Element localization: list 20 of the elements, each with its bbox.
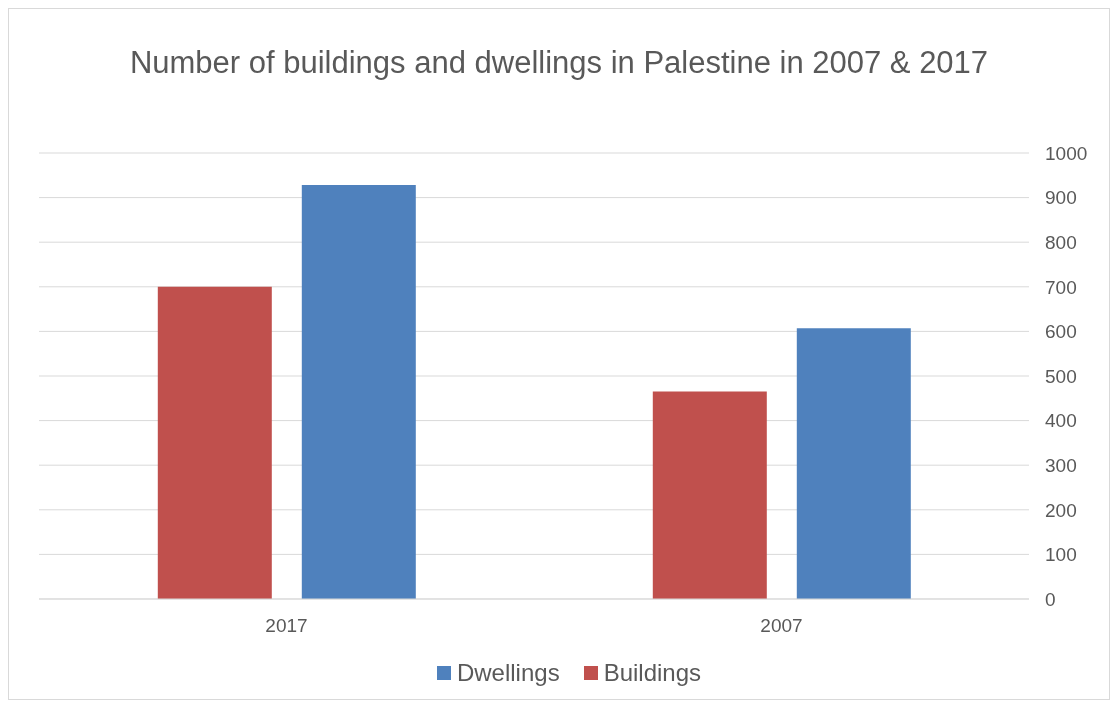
bar: [796, 328, 911, 599]
y-tick-label: 900: [1045, 187, 1077, 209]
y-tick-label: 600: [1045, 321, 1077, 343]
legend-label: Buildings: [603, 659, 702, 687]
y-tick-label: 400: [1045, 410, 1077, 432]
y-tick-label: 300: [1045, 454, 1077, 476]
x-tick-label: 2017: [265, 615, 308, 637]
chart-title: Number of buildings and dwellings in Palestine in 2007 & 2017: [128, 44, 990, 82]
y-tick-label: 100: [1045, 544, 1077, 566]
y-tick-label: 800: [1045, 231, 1077, 253]
y-tick-label: 200: [1045, 499, 1077, 521]
y-tick-label: 1000: [1045, 142, 1088, 164]
y-tick-label: 0: [1045, 588, 1056, 610]
y-tick-label: 700: [1045, 276, 1077, 298]
bar: [157, 286, 272, 599]
x-tick-label: 2007: [760, 615, 803, 637]
bar: [652, 391, 767, 599]
legend-label: Dwellings: [456, 659, 560, 687]
bar: [301, 185, 416, 599]
y-tick-label: 500: [1045, 365, 1077, 387]
